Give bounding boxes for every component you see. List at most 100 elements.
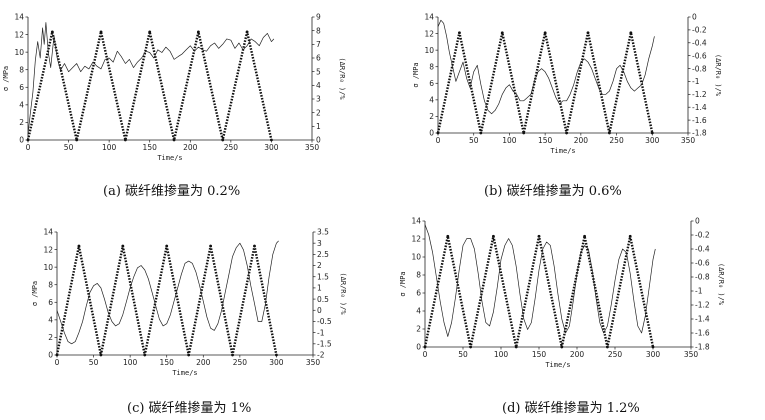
- chart-panel-a: 0 50 100 150 200 250 300 350 0 2 4 6 8 10 12 14 0 1 2 3 4 5 6 7…: [0, 0, 380, 170]
- y-tick-label: 4: [429, 96, 434, 105]
- stress-data-point: [423, 345, 427, 349]
- stress-data-point: [537, 234, 541, 238]
- stress-series-line: [423, 235, 655, 349]
- x-tick-label: 150: [532, 350, 547, 359]
- stress-data-point: [26, 138, 30, 142]
- x-axis-label: Time/s: [172, 369, 197, 377]
- y2-tick-label: -0.4: [692, 38, 707, 47]
- y2-tick-label: 8: [316, 26, 321, 35]
- y-tick-label: 10: [43, 263, 53, 272]
- y2-axis-label: (ΔR/R₀ )/%: [717, 263, 725, 306]
- y-tick-label: 14: [424, 13, 434, 22]
- stress-data-point: [55, 353, 59, 357]
- x-tick-label: 50: [64, 143, 74, 152]
- y2-tick-label: 1: [316, 122, 321, 131]
- stress-data-point: [446, 234, 450, 238]
- x-tick-label: 300: [264, 143, 279, 152]
- stress-data-point: [148, 30, 152, 34]
- stress-data-point: [522, 131, 526, 135]
- chart-panel-b: 0 50 100 150 200 250 300 350 0 2 4 6 8 10 12 14 0 -0.2 -0.…: [385, 0, 765, 170]
- y2-tick-label: 6: [316, 54, 321, 63]
- x-tick-label: 300: [646, 350, 661, 359]
- stress-data-point: [608, 131, 611, 135]
- y2-tick-label: 7: [316, 40, 321, 49]
- x-tick-label: 100: [502, 136, 517, 145]
- stress-data-point: [143, 353, 147, 357]
- stress-data-point: [77, 244, 81, 248]
- y2-tick-label: -1.8: [695, 343, 710, 352]
- stress-data-point: [121, 244, 125, 248]
- x-axis-label: Time/s: [550, 147, 575, 155]
- y2-tick-label: 0: [695, 217, 700, 226]
- y-axis-label: σ /MPa: [399, 271, 407, 296]
- y2-tick-label: 0: [692, 13, 697, 22]
- stress-data-point: [458, 31, 461, 35]
- x-tick-label: 0: [55, 358, 60, 367]
- y-tick-label: 0: [416, 343, 421, 352]
- x-tick-label: 250: [233, 358, 248, 367]
- y2-tick-label: 2: [317, 261, 322, 270]
- y-tick-label: 12: [411, 235, 421, 244]
- y2-tick-label: -0.4: [695, 245, 710, 254]
- x-tick-label: 350: [684, 350, 699, 359]
- y2-tick-label: -1.5: [317, 340, 332, 349]
- y2-tick-label: -0.8: [695, 273, 710, 282]
- y-tick-label: 14: [43, 228, 53, 237]
- y-tick-label: 14: [14, 13, 24, 22]
- y2-tick-label: -2: [317, 351, 325, 360]
- y-tick-label: 4: [48, 316, 53, 325]
- x-tick-label: 300: [645, 136, 660, 145]
- y-tick-label: 2: [19, 118, 24, 127]
- stress-data-point: [565, 131, 568, 135]
- y2-tick-label: 3: [317, 239, 322, 248]
- y2-tick-label: -0.6: [695, 259, 710, 268]
- resistance-series-line: [424, 224, 656, 337]
- x-tick-label: 50: [458, 350, 468, 359]
- y2-tick-label: 2.5: [317, 250, 329, 259]
- stress-data-point: [543, 31, 547, 35]
- stress-data-point: [253, 244, 256, 248]
- y-tick-label: 8: [416, 271, 421, 280]
- stress-data-point: [172, 138, 176, 142]
- x-tick-label: 350: [305, 143, 320, 152]
- y-tick-label: 2: [416, 325, 421, 334]
- caption-c: (c) 碳纤维掺量为 1%: [127, 401, 252, 416]
- y-tick-label: 10: [411, 253, 421, 262]
- y2-tick-label: -0.5: [317, 317, 332, 326]
- y2-tick-label: -1.4: [695, 315, 710, 324]
- y-tick-label: 2: [429, 112, 434, 121]
- y-tick-label: 8: [48, 280, 53, 289]
- y2-tick-label: 1: [317, 284, 322, 293]
- chart-panel-c: 0 50 100 150 200 250 300 350 0 2 4 6 8 10 12 14 3.5 3 2.5 2…: [0, 210, 380, 390]
- y-tick-label: 0: [429, 129, 434, 138]
- y-tick-label: 8: [19, 65, 24, 74]
- x-tick-label: 150: [143, 143, 158, 152]
- x-tick-label: 0: [423, 350, 428, 359]
- x-tick-label: 350: [306, 358, 321, 367]
- y-tick-label: 2: [48, 333, 53, 342]
- caption-a: (a) 碳纤维掺量为 0.2%: [103, 184, 241, 199]
- x-tick-label: 100: [123, 358, 138, 367]
- chart-svg-a: 0 50 100 150 200 250 300 3500246810121401234567…: [2, 13, 346, 162]
- y2-tick-label: 0: [317, 306, 322, 315]
- x-tick-label: 0: [26, 143, 31, 152]
- chart-svg-d: 0 50 100 150 200 250 300 350 0 2 4 6 8 10 12 14 0 -0.2 -0.…: [399, 217, 725, 369]
- y-tick-label: 0: [19, 136, 24, 145]
- y2-tick-label: -0.8: [692, 64, 707, 73]
- y-tick-label: 6: [48, 298, 53, 307]
- chart-panel-d: 0 50 100 150 200 250 300 350 0 2 4 6 8 10 12 14 0 -0.2 -0.…: [385, 210, 765, 390]
- stress-data-point: [123, 138, 127, 142]
- y-tick-label: 6: [19, 83, 24, 92]
- y2-tick-label: -1.2: [692, 90, 707, 99]
- y-tick-label: 6: [416, 289, 421, 298]
- stress-data-point: [479, 131, 483, 135]
- y-tick-label: 6: [429, 79, 434, 88]
- stress-data-point: [628, 234, 632, 238]
- stress-data-point: [469, 345, 472, 349]
- y2-tick-label: -1.4: [692, 103, 707, 112]
- x-tick-label: 250: [608, 350, 623, 359]
- y-tick-label: 8: [429, 62, 434, 71]
- y2-axis-label: (ΔR/R₀ )/%: [714, 54, 722, 97]
- stress-data-point: [99, 30, 103, 34]
- stress-data-point: [99, 353, 103, 357]
